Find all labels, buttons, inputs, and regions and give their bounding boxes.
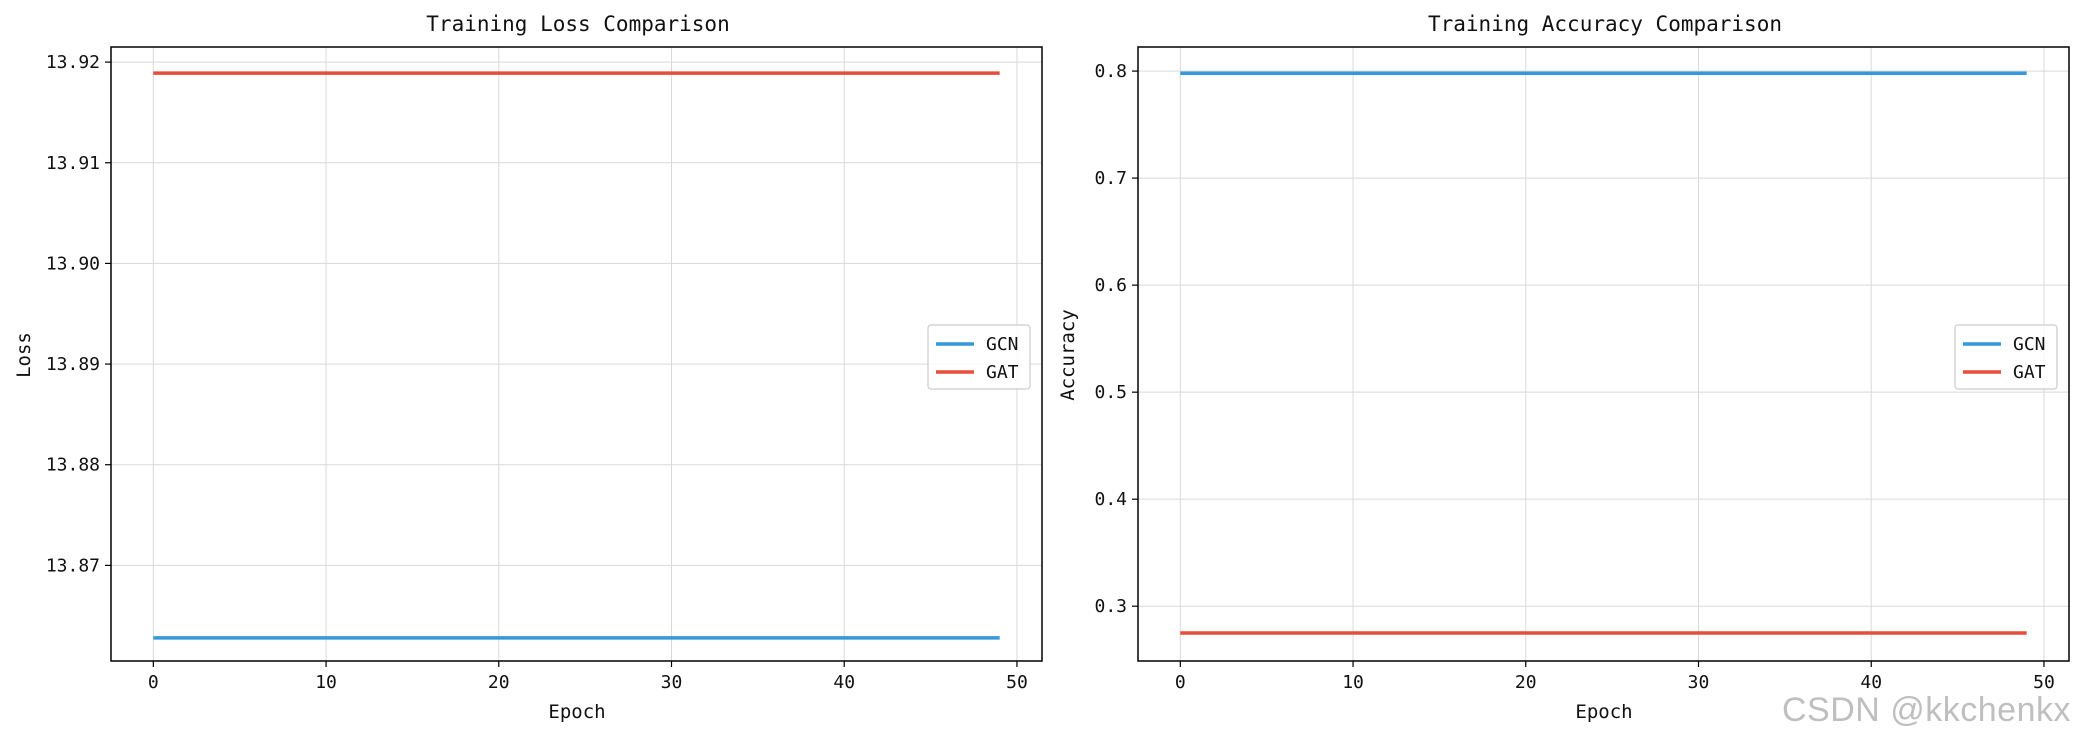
accuracy-chart-series [1180,71,2027,635]
loss-chart-legend-label-gcn: GCN [986,334,1019,355]
loss-chart-xlabel: Epoch [548,701,605,723]
loss-chart-ticks: 0 10 20 30 40 50 13.87 13.88 13.89 13.90 13.91 13.9… [46,52,1028,693]
loss-chart-xtick-label: 50 [1006,672,1028,693]
loss-chart-ytick-label: 13.87 [46,555,100,576]
accuracy-chart-xtick-label: 0 [1175,672,1186,693]
loss-chart-ytick-label: 13.88 [46,455,100,476]
accuracy-chart-title: Training Accuracy Comparison [1428,12,1782,36]
loss-chart-legend-label-gat: GAT [986,362,1019,383]
accuracy-chart-xtick-label: 20 [1515,672,1537,693]
accuracy-chart-xtick-label: 30 [1688,672,1710,693]
loss-chart-grid [111,47,1042,661]
accuracy-chart-grid [1138,47,2069,661]
accuracy-chart-ticks: 0 10 20 30 40 50 0.3 0.4 0.5 0.6 0.7 0.8 [1094,61,2054,693]
accuracy-chart-ytick-label: 0.7 [1094,168,1127,189]
loss-chart-ylabel: Loss [13,332,35,378]
loss-chart-ytick-label: 13.91 [46,153,100,174]
loss-chart-ytick-label: 13.92 [46,52,100,73]
accuracy-chart-ytick-label: 0.6 [1094,275,1127,296]
accuracy-chart-legend: GCN GAT [1954,324,2058,390]
loss-chart-xtick-label: 30 [661,672,683,693]
loss-chart-legend: GCN GAT [927,324,1031,390]
loss-chart-xtick-label: 20 [488,672,510,693]
accuracy-chart-xtick-label: 50 [2033,672,2055,693]
loss-chart: Training Loss Comparison 0 10 20 30 40 50 13.8… [13,12,1043,723]
loss-chart-title: Training Loss Comparison [426,12,729,36]
loss-chart-xtick-label: 40 [833,672,855,693]
accuracy-chart-ytick-label: 0.4 [1094,489,1127,510]
loss-chart-xtick-label: 0 [148,672,159,693]
accuracy-chart-xlabel: Epoch [1575,701,1632,723]
loss-chart-series [153,71,1000,640]
loss-chart-ytick-label: 13.89 [46,354,100,375]
accuracy-chart-frame [1137,46,2070,662]
loss-chart-xtick-label: 10 [315,672,337,693]
accuracy-chart-legend-label-gat: GAT [2013,362,2046,383]
accuracy-chart: Training Accuracy Comparison 0 10 20 30 40 50… [1057,12,2070,723]
accuracy-chart-xtick-label: 10 [1342,672,1364,693]
accuracy-chart-xtick-label: 40 [1860,672,1882,693]
accuracy-chart-ylabel: Accuracy [1057,309,1079,401]
loss-chart-frame [110,46,1043,662]
accuracy-chart-ytick-label: 0.5 [1094,382,1127,403]
accuracy-chart-ytick-label: 0.8 [1094,61,1127,82]
watermark: CSDN @kkchenkx [1781,691,2071,729]
loss-chart-ytick-label: 13.90 [46,253,100,274]
accuracy-chart-legend-label-gcn: GCN [2013,334,2046,355]
accuracy-chart-ytick-label: 0.3 [1094,596,1127,617]
